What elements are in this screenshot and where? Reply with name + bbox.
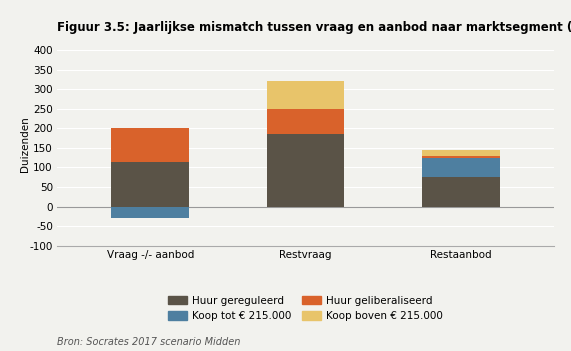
Bar bbox=[422, 155, 500, 158]
Bar bbox=[422, 158, 500, 177]
Text: Figuur 3.5: Jaarlijkse mismatch tussen vraag en aanbod naar marktsegment (2018-2: Figuur 3.5: Jaarlijkse mismatch tussen v… bbox=[57, 21, 571, 34]
Bar bbox=[422, 150, 500, 155]
Bar bbox=[422, 177, 500, 206]
Bar bbox=[267, 81, 344, 109]
Y-axis label: Duizenden: Duizenden bbox=[21, 116, 30, 172]
Bar bbox=[111, 161, 189, 206]
Legend: Huur gereguleerd, Koop tot € 215.000, Huur geliberaliseerd, Koop boven € 215.000: Huur gereguleerd, Koop tot € 215.000, Hu… bbox=[168, 296, 443, 321]
Bar bbox=[267, 134, 344, 206]
Text: Bron: Socrates 2017 scenario Midden: Bron: Socrates 2017 scenario Midden bbox=[57, 338, 240, 347]
Bar bbox=[111, 206, 189, 218]
Bar bbox=[267, 109, 344, 134]
Bar bbox=[111, 128, 189, 161]
